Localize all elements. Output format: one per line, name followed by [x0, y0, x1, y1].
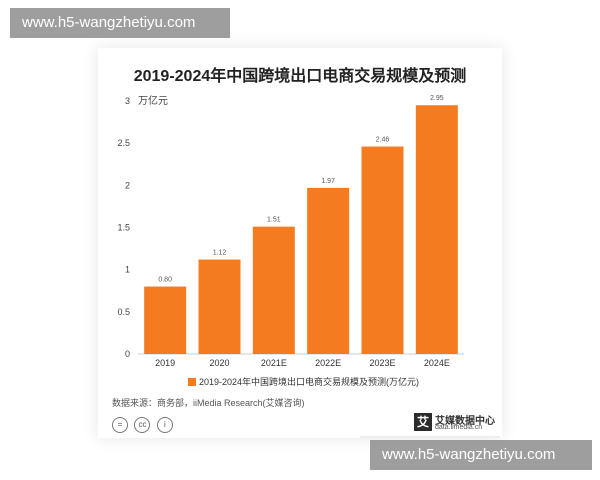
bar — [144, 286, 187, 354]
license-icons: = cc i — [112, 414, 175, 433]
x-tick-label: 2019 — [155, 358, 175, 368]
nd-license-icon: = — [112, 417, 128, 433]
bar — [415, 105, 458, 354]
bar — [198, 259, 241, 354]
cc-license-icon: cc — [134, 417, 151, 433]
chart-title: 2019-2024年中国跨境出口电商交易规模及预测 — [133, 68, 467, 85]
y-tick-label: 2 — [125, 180, 130, 190]
y-tick-label: 2.5 — [117, 138, 130, 148]
legend-label: 2019-2024年中国跨境出口电商交易规模及预测(万亿元) — [199, 377, 420, 387]
attribution-icon: i — [156, 417, 173, 433]
chart-legend: 2019-2024年中国跨境出口电商交易规模及预测(万亿元) — [188, 375, 419, 388]
y-tick-label: 3 — [125, 96, 130, 106]
y-tick-label: 1 — [125, 265, 130, 275]
bar-value-label: 2.95 — [430, 95, 444, 102]
y-tick-label: 1.5 — [117, 223, 130, 233]
x-tick-label: 2023E — [369, 358, 395, 368]
bar-value-label: 2.46 — [376, 137, 390, 144]
watermark-bottom: www.h5-wangzhetiyu.com — [370, 440, 592, 470]
y-tick-label: 0 — [125, 349, 130, 359]
x-tick-label: 2022E — [315, 358, 341, 368]
logo-url: data.iimedia.cn — [435, 424, 483, 431]
data-source: 数据来源：商务部，iiMedia Research(艾媒咨询) — [112, 398, 305, 408]
y-axis-unit: 万亿元 — [138, 96, 168, 107]
x-tick-label: 2021E — [261, 358, 287, 368]
bar-value-label: 1.12 — [213, 250, 227, 257]
bar — [307, 187, 350, 354]
logo-mark: 艾 — [414, 413, 432, 431]
bar — [252, 226, 295, 354]
legend-swatch — [188, 378, 196, 386]
bar-value-label: 1.51 — [267, 217, 281, 224]
bar-value-label: 1.97 — [321, 178, 335, 185]
logo-name: 艾媒数据中心 — [435, 416, 495, 427]
y-tick-label: 0.5 — [117, 307, 130, 317]
watermark-top: www.h5-wangzhetiyu.com — [10, 8, 230, 38]
bar — [361, 146, 404, 354]
x-tick-label: 2020 — [209, 358, 229, 368]
iimedia-logo: 艾 艾媒数据中心 data.iimedia.cn — [412, 412, 498, 436]
x-tick-label: 2024E — [424, 358, 450, 368]
bar-value-label: 0.80 — [158, 277, 172, 284]
